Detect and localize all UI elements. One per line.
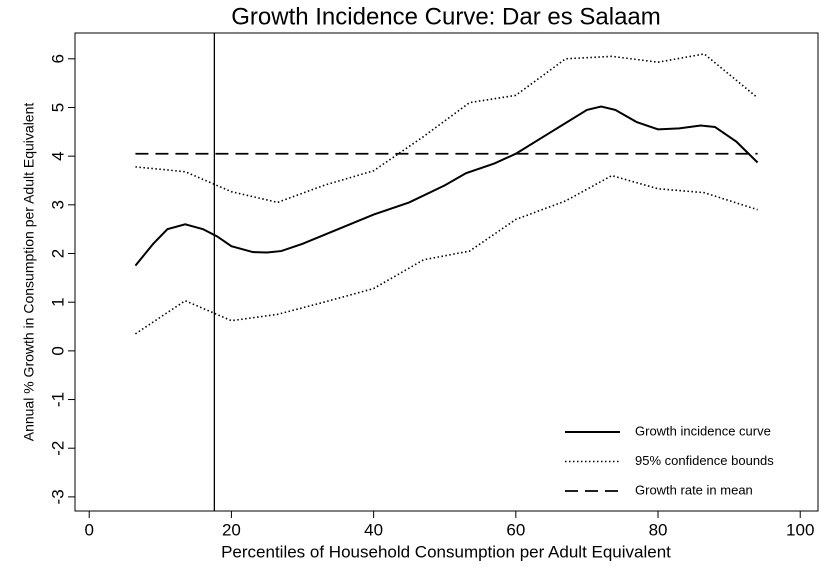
legend-label: Growth rate in mean [635, 482, 753, 497]
y-axis-title: Annual % Growth in Consumption per Adult… [21, 103, 37, 442]
series-line [135, 53, 759, 204]
y-tick-label: 3 [48, 200, 67, 209]
legend-label: Growth incidence curve [635, 423, 771, 438]
plot-frame [74, 32, 819, 512]
x-axis-title: Percentiles of Household Consumption per… [221, 542, 671, 561]
x-tick-label: 0 [84, 520, 93, 539]
x-tick-label: 40 [364, 520, 383, 539]
y-tick-label: 6 [48, 54, 67, 63]
y-tick-label: 2 [48, 249, 67, 258]
series-line [134, 105, 759, 267]
x-tick-label: 80 [649, 520, 668, 539]
x-tick-label: 20 [222, 520, 241, 539]
y-tick-label: 4 [48, 151, 67, 160]
y-tick-label: -2 [48, 441, 67, 456]
x-tick-label: 100 [786, 520, 814, 539]
y-tick-label: 0 [48, 346, 67, 355]
y-tick-label: 5 [48, 103, 67, 112]
legend-label: 95% confidence bounds [635, 453, 774, 468]
series-line [134, 174, 758, 335]
x-tick-label: 60 [506, 520, 525, 539]
chart-title: Growth Incidence Curve: Dar es Salaam [231, 3, 661, 30]
y-tick-label: -3 [48, 489, 67, 504]
y-tick-label: 1 [48, 297, 67, 306]
y-tick-label: -1 [48, 392, 67, 407]
